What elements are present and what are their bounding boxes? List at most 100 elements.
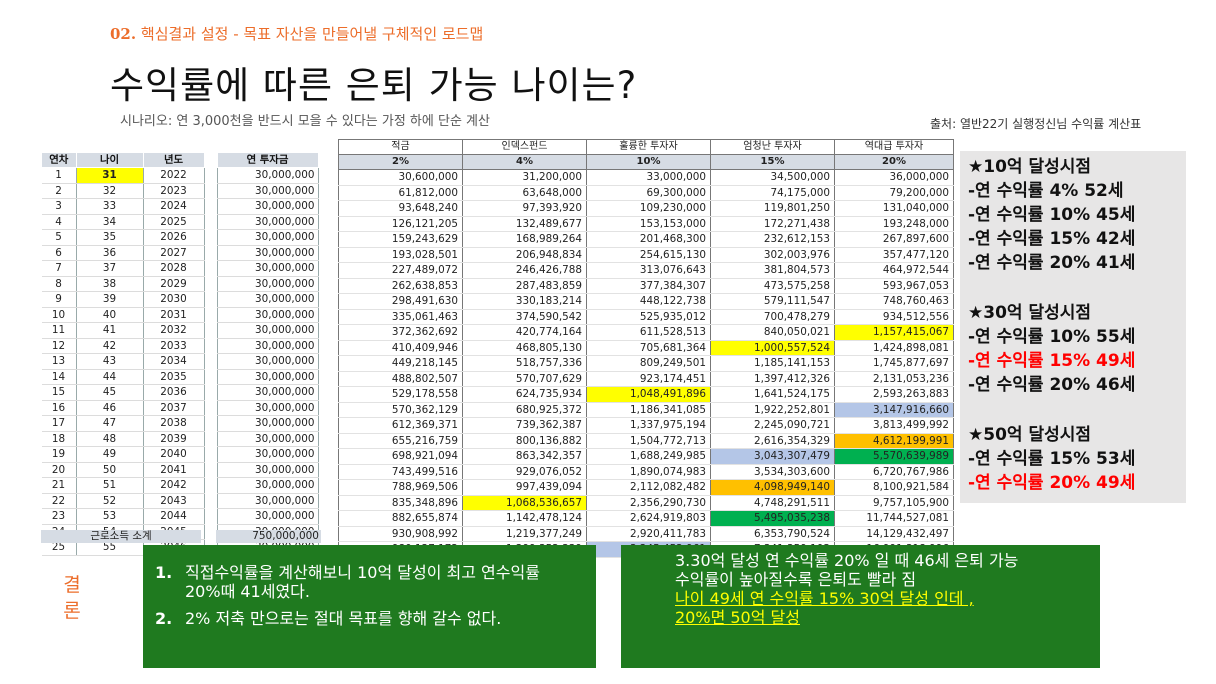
gap-cell [204, 509, 217, 525]
returns-value-cell: 840,050,021 [710, 324, 835, 341]
returns-table-row: 743,499,516 929,076,052 1,890,074,983 3,534… [338, 464, 954, 480]
returns-value-cell: 929,076,052 [462, 464, 587, 480]
returns-value-cell: 74,175,000 [710, 185, 835, 201]
returns-value-cell: 1,142,478,124 [462, 510, 587, 527]
returns-value-cell: 449,218,145 [338, 355, 463, 372]
returns-value-cell: 1,504,772,713 [586, 433, 711, 449]
year-index-cell: 1 [41, 167, 76, 184]
returns-value-cell: 3,813,499,992 [834, 417, 954, 434]
returns-value-cell: 488,802,507 [338, 371, 463, 387]
annual-investment-cell: 30,000,000 [216, 353, 319, 370]
age-cell: 51 [75, 477, 143, 494]
returns-value-cell: 698,921,094 [338, 448, 463, 465]
year-cell: 2030 [142, 291, 205, 308]
returns-value-cell: 5,570,639,989 [834, 448, 954, 465]
returns-value-cell: 168,989,264 [462, 231, 587, 248]
gap-cell [204, 431, 217, 447]
base-table-row: 16 46 2037 30,000,000 [41, 400, 319, 416]
annual-investment-cell: 30,000,000 [216, 307, 319, 323]
annual-investment-cell: 30,000,000 [216, 400, 319, 416]
age-cell: 33 [75, 198, 143, 215]
source-note: 출처: 열반22기 실행정신님 수익률 계산표 [930, 117, 1142, 131]
returns-table-row: 612,369,371 739,362,387 1,337,975,194 2,245… [338, 417, 954, 434]
returns-table-row: 835,348,896 1,068,536,657 2,356,290,730 4,7… [338, 495, 954, 511]
gap-cell [204, 292, 217, 308]
returns-value-cell: 8,100,921,584 [834, 479, 954, 496]
returns-names-row: 적금 인덱스펀드 훌륭한 투자자 엄청난 투자자 역대급 투자자 [338, 139, 954, 155]
annual-investment-cell: 30,000,000 [216, 446, 319, 463]
total-value: 750,000,000 [216, 530, 321, 543]
annual-investment-cell: 30,000,000 [216, 322, 319, 339]
returns-value-cell: 262,638,853 [338, 278, 463, 294]
returns-value-cell: 63,648,000 [462, 185, 587, 201]
year-index-cell: 2 [41, 183, 76, 199]
returns-value-cell: 11,744,527,081 [834, 510, 954, 527]
year-cell: 2033 [142, 338, 205, 354]
returns-value-cell: 1,890,074,983 [586, 464, 711, 480]
returns-value-cell: 131,040,000 [834, 200, 954, 217]
returns-value-cell: 374,590,542 [462, 309, 587, 325]
year-index-cell: 18 [41, 431, 76, 447]
returns-name-header: 인덱스펀드 [462, 139, 587, 155]
returns-value-cell: 788,969,506 [338, 479, 463, 496]
year-index-cell: 21 [41, 477, 76, 494]
milestone-10-item: -연 수익률 10% 45세 [968, 205, 1136, 225]
returns-value-cell: 448,122,738 [586, 293, 711, 310]
conclusion-label: 결론 [63, 574, 81, 622]
returns-table-row: 93,648,240 97,393,920 109,230,000 119,801,2… [338, 200, 954, 217]
conclusion-item-2: 2. 2% 저축 만으로는 절대 목표를 향해 갈수 없다. [155, 609, 575, 628]
year-index-cell: 10 [41, 307, 76, 323]
gap-cell [204, 183, 217, 199]
total-label: 근로소득 소계 [41, 530, 201, 543]
returns-value-cell: 193,248,000 [834, 216, 954, 232]
age-cell: 35 [75, 229, 143, 246]
returns-table-row: 193,028,501 206,948,834 254,615,130 302,003… [338, 247, 954, 263]
returns-value-cell: 739,362,387 [462, 417, 587, 434]
returns-table-row: 227,489,072 246,426,788 313,076,643 381,804… [338, 262, 954, 279]
returns-value-cell: 109,230,000 [586, 200, 711, 217]
year-cell: 2032 [142, 322, 205, 339]
milestone-50-group: ★50억 달성시점 -연 수익률 15% 53세 -연 수익률 20% 49세 [968, 423, 1135, 495]
returns-value-cell: 34,500,000 [710, 169, 835, 186]
returns-table-row: 788,969,506 997,439,094 2,112,082,482 4,098… [338, 479, 954, 496]
returns-rate-header: 4% [462, 154, 587, 170]
year-cell: 2040 [142, 446, 205, 463]
base-table-row: 3 33 2024 30,000,000 [41, 198, 319, 215]
returns-value-cell: 2,616,354,329 [710, 433, 835, 449]
year-index-cell: 22 [41, 493, 76, 509]
returns-value-cell: 3,534,303,600 [710, 464, 835, 480]
base-table-row: 5 35 2026 30,000,000 [41, 229, 319, 246]
age-cell: 55 [75, 539, 143, 556]
conclusion-item-text: 직접수익률을 계산해보니 10억 달성이 최고 연수익률 20%때 41세였다. [185, 563, 540, 601]
year-index-cell: 9 [41, 291, 76, 308]
header-year: 년도 [142, 152, 205, 168]
annual-investment-cell: 30,000,000 [216, 291, 319, 308]
section-subtitle: 02. 핵심결과 설정 - 목표 자산을 만들어낼 구체적인 로드맵 [110, 26, 530, 42]
returns-value-cell: 6,720,767,986 [834, 464, 954, 480]
returns-value-cell: 2,245,090,721 [710, 417, 835, 434]
age-cell: 40 [75, 307, 143, 323]
age-cell: 39 [75, 291, 143, 308]
returns-value-cell: 655,216,759 [338, 433, 463, 449]
returns-value-cell: 2,624,919,803 [586, 510, 711, 527]
returns-value-cell: 612,369,371 [338, 417, 463, 434]
conclusion-item-1: 1. 직접수익률을 계산해보니 10억 달성이 최고 연수익률 20%때 41세였… [155, 563, 575, 601]
returns-value-cell: 624,735,934 [462, 386, 587, 403]
returns-value-cell: 153,153,000 [586, 216, 711, 232]
year-index-cell: 13 [41, 353, 76, 370]
year-index-cell: 16 [41, 400, 76, 416]
annual-investment-cell: 30,000,000 [216, 260, 319, 277]
returns-value-cell: 930,908,992 [338, 526, 463, 542]
base-table-row: 21 51 2042 30,000,000 [41, 477, 319, 494]
returns-value-cell: 126,121,205 [338, 216, 463, 232]
year-index-cell: 4 [41, 214, 76, 230]
returns-value-cell: 800,136,882 [462, 433, 587, 449]
returns-value-cell: 335,061,463 [338, 309, 463, 325]
returns-table-row: 298,491,630 330,183,214 448,122,738 579,111… [338, 293, 954, 310]
returns-value-cell: 232,612,153 [710, 231, 835, 248]
year-cell: 2041 [142, 462, 205, 478]
header-gap [203, 152, 218, 168]
returns-value-cell: 1,048,491,896 [586, 386, 711, 403]
milestone-summary: ★10억 달성시점 -연 수익률 4% 52세 -연 수익률 10% 45세 -… [960, 151, 1186, 503]
returns-value-cell: 14,129,432,497 [834, 526, 954, 542]
